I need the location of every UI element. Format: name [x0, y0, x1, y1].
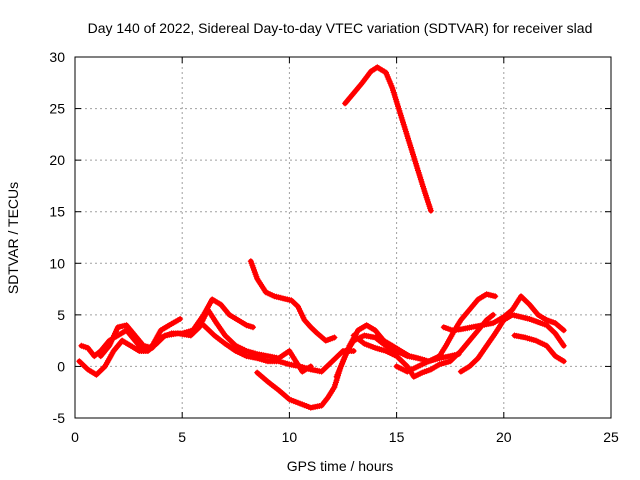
data-series [76, 64, 567, 411]
series-markers [457, 311, 567, 375]
y-tick-label: 25 [49, 101, 65, 117]
grid [75, 57, 611, 418]
series-markers [333, 322, 462, 380]
x-tick-label: 5 [178, 429, 186, 445]
chart-title: Day 140 of 2022, Sidereal Day-to-day VTE… [88, 20, 593, 36]
y-tick-label: 0 [57, 358, 65, 374]
series-arc-5 [247, 258, 338, 344]
y-tick-label: 30 [49, 49, 65, 65]
x-tick-label: 20 [496, 429, 512, 445]
series-markers [247, 258, 338, 344]
series-arc-4 [200, 322, 357, 375]
x-tick-label: 0 [71, 429, 79, 445]
series-markers [342, 64, 434, 214]
series-arc-12 [457, 311, 567, 375]
series-markers [440, 293, 567, 334]
series-markers [97, 296, 256, 360]
y-tick-label: -5 [53, 410, 66, 426]
x-axis-label: GPS time / hours [287, 458, 394, 474]
x-tick-label: 25 [603, 429, 619, 445]
y-tick-label: 5 [57, 307, 65, 323]
series-arc-13 [511, 332, 567, 365]
series-markers [200, 322, 357, 375]
y-tick-label: 20 [49, 152, 65, 168]
axis-ticks: 0 5 10 15 20 25 -5 0 5 10 15 20 25 30 [49, 49, 619, 445]
series-arc-11 [440, 293, 567, 334]
series-arc-3 [97, 296, 256, 360]
x-tick-label: 15 [389, 429, 405, 445]
plot-frame [74, 56, 612, 419]
series-arc-9 [342, 64, 434, 214]
x-tick-label: 10 [282, 429, 298, 445]
y-tick-label: 15 [49, 204, 65, 220]
y-axis-label: SDTVAR / TECUs [5, 182, 21, 294]
series-markers [511, 332, 567, 365]
y-tick-label: 10 [49, 255, 65, 271]
